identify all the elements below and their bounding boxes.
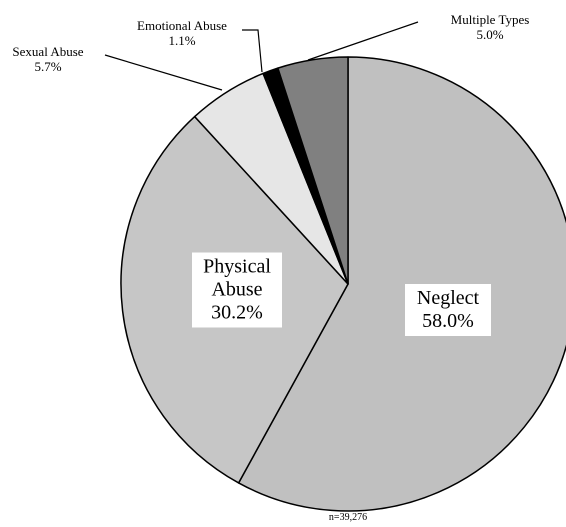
sample-size-note: n=39,276 (328, 512, 368, 523)
leader-line (104, 54, 223, 91)
slice-label: Neglect 58.0% (405, 284, 491, 336)
slice-value: 30.2% (211, 301, 263, 324)
slice-label: Physical Abuse 30.2% (192, 252, 282, 328)
pie-slice (237, 56, 566, 512)
slice-name: Physical Abuse (203, 255, 271, 301)
pie-slice (277, 56, 349, 285)
slice-label: Sexual Abuse 5.7% (0, 44, 103, 75)
leader-line (242, 29, 263, 73)
slice-name: Emotional Abuse (137, 18, 227, 34)
slice-name: Neglect (416, 287, 480, 309)
slice-label: Multiple Types 5.0% (430, 12, 550, 43)
slice-name: Multiple Types (450, 12, 530, 28)
slice-value: 5.0% (476, 27, 504, 42)
slice-name: Sexual Abuse (12, 44, 84, 60)
slice-value: 1.1% (168, 33, 196, 48)
leader-line (307, 21, 419, 61)
slice-value: 58.0% (422, 310, 474, 332)
slice-value: 5.7% (34, 59, 62, 74)
slice-label: Emotional Abuse 1.1% (117, 18, 247, 49)
